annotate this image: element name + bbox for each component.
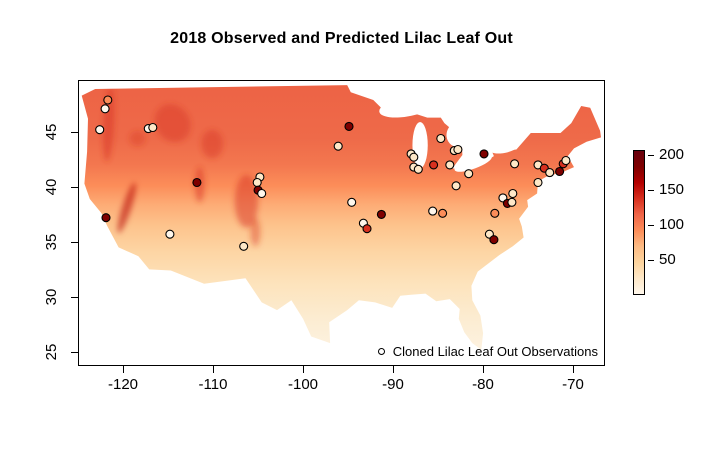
observation-point xyxy=(445,160,455,170)
observation-point xyxy=(409,152,419,162)
observation-point xyxy=(239,241,249,251)
x-tick-label: -90 xyxy=(382,376,404,393)
observation-point xyxy=(413,164,423,174)
observation-point xyxy=(489,235,499,245)
terrain-highland xyxy=(129,130,146,147)
x-tick-label: -110 xyxy=(198,376,228,393)
y-tick-label: 25 xyxy=(43,343,60,361)
plot-legend: Cloned Lilac Leaf Out Observations xyxy=(377,343,598,359)
colorbar xyxy=(633,150,645,295)
legend-label: Cloned Lilac Leaf Out Observations xyxy=(392,343,598,359)
colorbar-tick xyxy=(648,224,654,226)
colorbar-tick-label: 50 xyxy=(659,250,676,268)
observation-point xyxy=(533,177,543,188)
y-tick xyxy=(71,132,78,133)
x-tick xyxy=(213,366,214,373)
us-map-raster xyxy=(81,85,601,350)
colorbar-tick-label: 100 xyxy=(659,215,685,233)
observation-point xyxy=(192,177,202,188)
x-tick-label: -80 xyxy=(472,376,494,393)
y-tick xyxy=(71,297,78,298)
y-tick-label: 40 xyxy=(43,178,60,196)
colorbar-tick xyxy=(648,154,654,156)
x-tick-label: -120 xyxy=(107,376,139,393)
observation-point xyxy=(344,121,354,131)
observation-point xyxy=(561,155,571,166)
chart-title: 2018 Observed and Predicted Lilac Leaf O… xyxy=(170,30,513,47)
terrain-highland xyxy=(117,182,136,233)
observation-point xyxy=(545,168,555,178)
x-tick-label: -100 xyxy=(287,376,319,393)
colorbar-tick-label: 200 xyxy=(659,145,685,163)
observation-point xyxy=(165,229,175,239)
observation-point xyxy=(101,213,111,223)
observation-point xyxy=(333,141,343,151)
observation-point xyxy=(376,209,386,219)
y-tick xyxy=(71,352,78,353)
colorbar-tick xyxy=(648,259,654,261)
observation-point xyxy=(103,95,113,105)
lake-huron xyxy=(446,120,475,148)
observation-point xyxy=(428,206,438,216)
observation-point xyxy=(510,159,520,169)
observation-point xyxy=(148,122,158,133)
observation-point xyxy=(555,166,565,177)
lake-erie xyxy=(454,154,492,172)
observation-point xyxy=(252,177,262,188)
colorbar-tick-label: 150 xyxy=(659,180,685,198)
y-tick-label: 35 xyxy=(43,233,60,251)
observation-point xyxy=(429,160,439,170)
legend-point-icon xyxy=(377,347,385,355)
x-tick xyxy=(573,366,574,373)
y-tick-label: 45 xyxy=(43,123,60,141)
y-tick xyxy=(71,187,78,188)
terrain-highland xyxy=(250,217,261,247)
observation-point xyxy=(436,133,446,144)
map-plot-area: Cloned Lilac Leaf Out Observations xyxy=(78,80,605,366)
y-tick-label: 30 xyxy=(43,288,60,306)
x-tick xyxy=(303,366,304,373)
observation-point xyxy=(508,188,518,199)
terrain-highland xyxy=(154,104,191,143)
terrain-highland xyxy=(201,129,223,159)
x-tick xyxy=(123,366,124,373)
observation-point xyxy=(347,197,357,207)
x-tick xyxy=(393,366,394,373)
observation-point xyxy=(490,208,500,218)
lake-ontario xyxy=(490,142,519,154)
y-tick xyxy=(71,242,78,243)
observation-point xyxy=(362,224,372,234)
observation-point xyxy=(464,169,474,179)
observation-point xyxy=(453,144,463,155)
x-tick-label: -70 xyxy=(562,376,584,393)
observation-point xyxy=(257,188,267,199)
observation-point xyxy=(479,149,489,159)
x-tick xyxy=(483,366,484,373)
observation-point xyxy=(451,181,461,191)
observation-point xyxy=(100,104,110,114)
colorbar-tick xyxy=(648,189,654,191)
observation-point xyxy=(438,208,448,218)
observation-point xyxy=(95,125,105,135)
lake-superior xyxy=(379,93,440,118)
observation-point xyxy=(507,197,517,207)
terrain-highland xyxy=(234,174,259,228)
